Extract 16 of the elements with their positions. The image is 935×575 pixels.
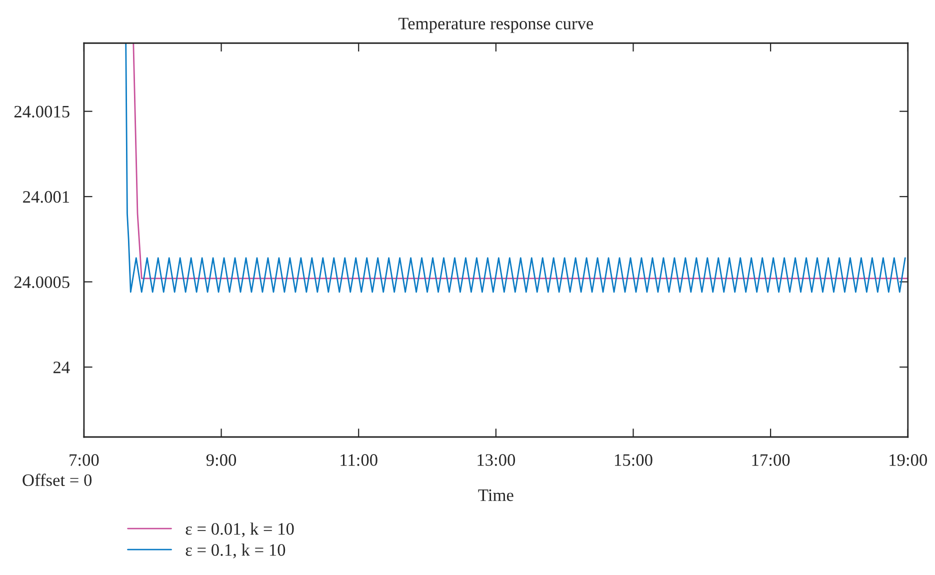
y-tick-label: 24.001 (23, 191, 70, 203)
x-tick-label: 7:00 (70, 454, 99, 466)
y-tick-label: 24.0015 (14, 106, 70, 118)
x-axis-title: Time (478, 489, 514, 502)
legend-label: ε = 0.01, k = 10 (186, 522, 294, 538)
chart-title: Temperature response curve (398, 18, 594, 33)
y-tick-label: 24 (53, 362, 70, 374)
x-tick-label: 15:00 (615, 454, 652, 466)
text: Offset = 0 (22, 474, 92, 486)
x-tick-label: 9:00 (206, 454, 236, 466)
legend-label: ε = 0.1, k = 10 (186, 544, 286, 558)
x-tick-label: 19:00 (890, 454, 927, 466)
x-tick-label: 11:00 (340, 454, 378, 466)
x-tick-label: 13:00 (478, 454, 516, 466)
y-tick-label: 24.0005 (14, 276, 70, 288)
x-tick-label: 17:00 (752, 454, 790, 466)
